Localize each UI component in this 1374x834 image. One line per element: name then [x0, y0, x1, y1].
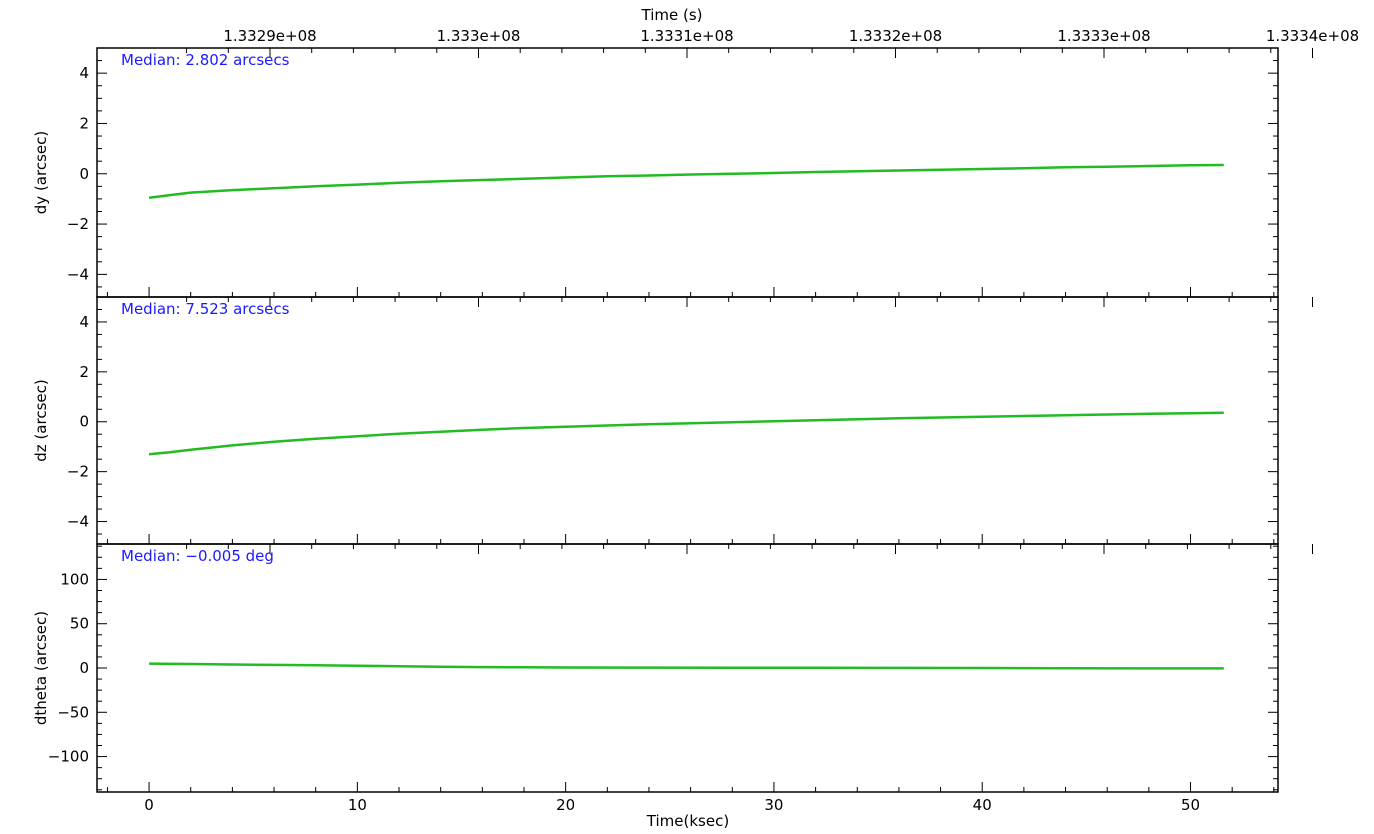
- x-tick-label: 10: [348, 796, 367, 814]
- y-tick-label: −50: [57, 703, 89, 721]
- top-tick-label: 1.333e+08: [437, 27, 521, 45]
- x-tick-label: 20: [556, 796, 575, 814]
- series-line-3: [149, 662, 1224, 670]
- panel-median-annotation: Median: 7.523 arcsecs: [121, 300, 290, 318]
- series-line-2: [148, 411, 1224, 456]
- panel-frame-1: [96, 47, 1279, 298]
- y-axis-label: dy (arcsec): [32, 131, 50, 214]
- axis-ticks: [97, 47, 1313, 792]
- y-tick-label: 0: [79, 659, 89, 677]
- top-tick-label: 1.3331e+08: [640, 27, 733, 45]
- y-tick-label: 0: [79, 165, 89, 183]
- y-tick-label: 0: [79, 413, 89, 431]
- top-tick-label: 1.3333e+08: [1057, 27, 1150, 45]
- y-tick-label: −2: [67, 215, 89, 233]
- panel-median-annotation: Median: 2.802 arcsecs: [121, 51, 290, 69]
- y-tick-label: −4: [67, 265, 89, 283]
- data-lines: [148, 163, 1224, 670]
- x-tick-label: 30: [764, 796, 783, 814]
- y-tick-label: 50: [70, 615, 89, 633]
- y-tick-label: 4: [79, 313, 89, 331]
- y-tick-label: 4: [79, 64, 89, 82]
- top-tick-label: 1.3329e+08: [223, 27, 316, 45]
- y-axis-label: dz (arcsec): [32, 379, 50, 461]
- x-tick-label: 40: [973, 796, 992, 814]
- y-tick-label: −2: [67, 463, 89, 481]
- top-tick-label: 1.3334e+08: [1266, 27, 1359, 45]
- bottom-axis-title: Time(ksec): [646, 812, 729, 830]
- y-tick-label: 2: [79, 114, 89, 132]
- y-tick-label: −100: [48, 748, 89, 766]
- x-tick-label: 0: [144, 796, 154, 814]
- top-tick-label: 1.3332e+08: [849, 27, 942, 45]
- y-tick-label: 100: [60, 570, 89, 588]
- panel-median-annotation: Median: −0.005 deg: [121, 547, 274, 565]
- top-axis-title: Time (s): [641, 6, 703, 24]
- panel-frame-2: [96, 296, 1279, 545]
- x-tick-label: 50: [1181, 796, 1200, 814]
- panel-frames: [96, 47, 1279, 793]
- series-line-1: [148, 163, 1224, 199]
- y-tick-label: −4: [67, 513, 89, 531]
- y-axis-label: dtheta (arcsec): [32, 611, 50, 725]
- y-tick-label: 2: [79, 363, 89, 381]
